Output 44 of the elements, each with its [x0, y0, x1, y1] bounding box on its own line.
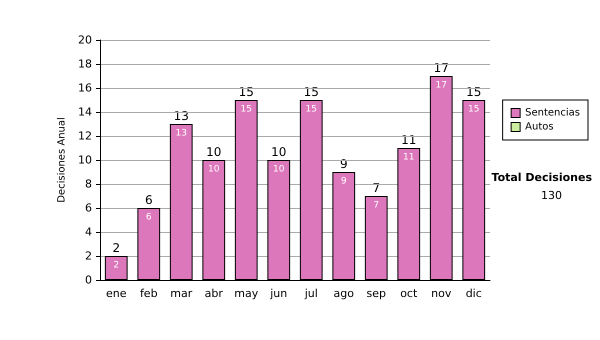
total-label: 6 — [144, 193, 153, 207]
data-label: 17 — [436, 80, 447, 90]
data-label: 15 — [468, 104, 480, 114]
y-tick-label: 8 — [85, 178, 92, 190]
y-tick-label: 14 — [78, 106, 92, 118]
data-label: 10 — [208, 164, 220, 174]
data-label: 2 — [113, 260, 120, 270]
y-axis-title: Decisiones Anual — [56, 117, 68, 203]
legend-label: Sentencias — [525, 108, 580, 118]
legend-label: Autos — [525, 122, 554, 132]
y-tick-label: 18 — [78, 58, 92, 70]
data-label: 7 — [373, 200, 380, 210]
y-tick-label: 16 — [78, 82, 92, 94]
x-tick-label: sep — [366, 287, 386, 300]
y-tick-label: 2 — [85, 250, 92, 262]
x-tick-label: abr — [204, 287, 224, 300]
y-tick-label: 0 — [85, 274, 92, 286]
x-tick-label: ago — [334, 287, 354, 300]
x-tick-label: may — [234, 287, 259, 300]
data-label: 10 — [273, 164, 285, 174]
y-tick-label: 20 — [78, 34, 92, 46]
total-label: 2 — [112, 241, 120, 255]
x-tick-label: ene — [106, 287, 127, 300]
data-label: 15 — [240, 104, 252, 114]
y-tick-label: 6 — [85, 202, 92, 214]
data-label: 9 — [340, 176, 347, 186]
y-tick-label: 4 — [85, 226, 92, 238]
x-tick-label: nov — [431, 287, 452, 300]
y-tick-label: 10 — [78, 154, 92, 166]
x-tick-label: mar — [170, 287, 193, 300]
data-label: 13 — [176, 128, 187, 138]
data-label: 15 — [306, 104, 317, 114]
text: 130 — [541, 189, 562, 202]
x-tick-label: feb — [140, 287, 158, 300]
total-label: 10 — [271, 145, 286, 159]
text: Total Decisiones — [492, 171, 592, 184]
x-tick-label: dic — [466, 287, 482, 300]
data-label: 11 — [403, 152, 414, 162]
x-tick-label: jun — [269, 287, 288, 300]
x-tick-label: jul — [304, 287, 318, 300]
data-label: 6 — [146, 212, 152, 222]
x-tick-label: oct — [400, 287, 418, 300]
y-tick-label: 12 — [78, 130, 92, 142]
total-label: 10 — [206, 145, 222, 159]
